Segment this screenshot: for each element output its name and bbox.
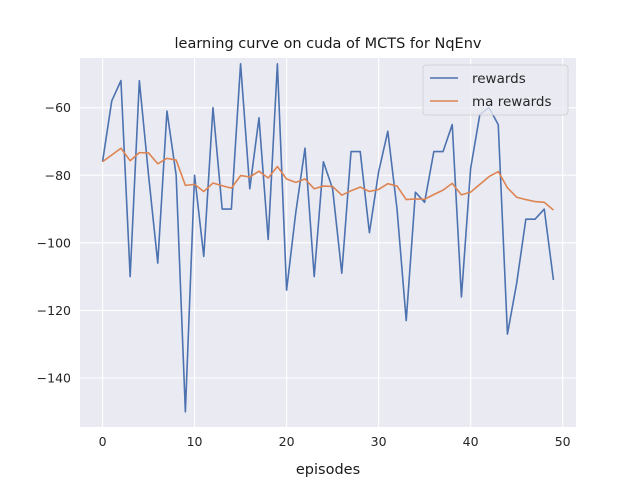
x-tick-labels: 0 10 20 30 40 50: [99, 434, 571, 449]
y-tick-label: −80: [45, 168, 71, 183]
y-tick-label: −120: [37, 303, 71, 318]
series-line-ma-rewards: [102, 147, 554, 211]
y-tick-label: −60: [45, 100, 71, 115]
x-axis-label: episodes: [296, 462, 360, 478]
legend: rewards ma rewards: [422, 64, 569, 116]
y-tick-labels: −140 −120 −100 −80 −60: [37, 100, 71, 385]
x-tick-label: 10: [187, 434, 203, 449]
x-tick-label: 30: [371, 434, 387, 449]
chart-title: learning curve on cuda of MCTS for NqEnv: [175, 36, 482, 52]
x-tick-label: 0: [99, 434, 107, 449]
legend-label: rewards: [472, 71, 526, 87]
y-tick-label: −140: [37, 371, 71, 386]
y-tick-label: −100: [37, 235, 71, 250]
legend-label: ma rewards: [472, 94, 552, 110]
x-tick-label: 50: [555, 434, 571, 449]
legend-box: [422, 64, 569, 116]
x-tick-label: 40: [463, 434, 479, 449]
series-layer: [101, 62, 555, 413]
series-line-rewards: [101, 62, 555, 413]
x-tick-label: 20: [279, 434, 295, 449]
